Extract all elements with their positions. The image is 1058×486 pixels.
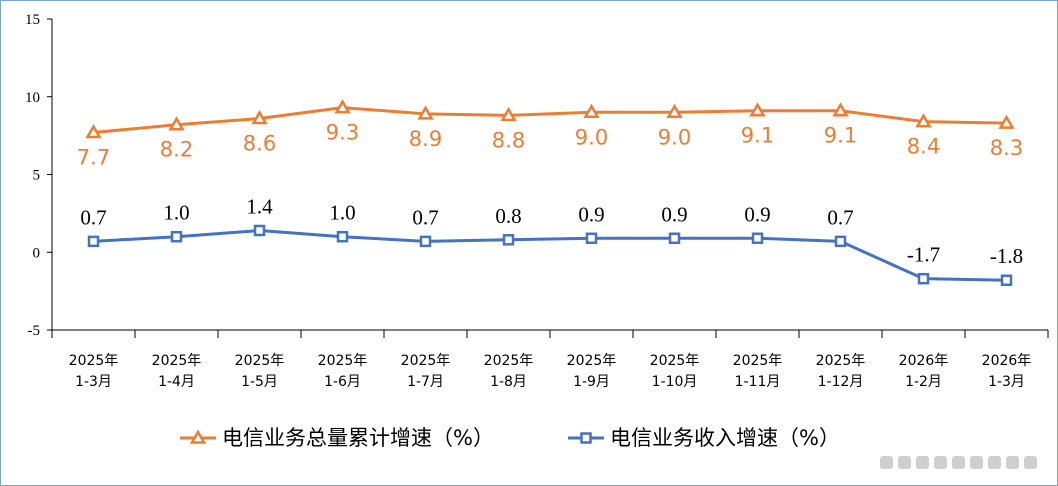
data-label: 9.1 bbox=[741, 124, 774, 148]
series-point bbox=[917, 272, 930, 285]
x-tick-label: 2025年 bbox=[484, 353, 534, 369]
y-tick-label: -5 bbox=[28, 323, 41, 339]
data-label: 0.9 bbox=[578, 202, 604, 226]
x-tick-label: 1-4月 bbox=[158, 374, 195, 390]
series-point bbox=[87, 235, 100, 248]
data-label: 8.9 bbox=[409, 127, 442, 151]
series-point bbox=[336, 230, 349, 243]
data-label: 0.9 bbox=[661, 202, 687, 226]
x-tick-label: 1-5月 bbox=[241, 374, 278, 390]
legend-label: 电信业务总量累计增速（%） bbox=[222, 426, 494, 450]
x-tick-label: 1-3月 bbox=[988, 374, 1025, 390]
data-label: 0.7 bbox=[827, 205, 853, 229]
data-label: 0.9 bbox=[744, 202, 770, 226]
x-tick-label: 2025年 bbox=[235, 353, 285, 369]
series-point bbox=[251, 110, 268, 125]
x-tick-label: 2025年 bbox=[401, 353, 451, 369]
legend-marker bbox=[189, 429, 207, 444]
y-tick-label: 5 bbox=[33, 168, 41, 184]
data-label: 1.4 bbox=[246, 194, 273, 218]
series-point bbox=[85, 123, 102, 139]
series-point bbox=[749, 102, 766, 117]
series-point bbox=[832, 102, 849, 117]
data-label: 8.4 bbox=[907, 135, 940, 159]
watermark bbox=[880, 452, 1050, 474]
data-label: 9.3 bbox=[326, 121, 359, 145]
data-label: -1.7 bbox=[907, 243, 940, 267]
data-label: 9.0 bbox=[575, 125, 608, 149]
series-point bbox=[834, 235, 847, 248]
x-tick-label: 1-8月 bbox=[490, 374, 527, 390]
series-point bbox=[502, 234, 515, 246]
series-point bbox=[253, 224, 266, 237]
series-point bbox=[583, 103, 600, 119]
data-label: 8.8 bbox=[492, 128, 525, 152]
x-tick-label: 1-12月 bbox=[818, 374, 864, 390]
series-point bbox=[500, 106, 517, 122]
data-label: 0.8 bbox=[495, 204, 521, 228]
data-label: 8.6 bbox=[243, 132, 276, 156]
x-tick-label: 2025年 bbox=[650, 353, 700, 369]
x-tick-label: 2025年 bbox=[733, 353, 783, 369]
series-point bbox=[668, 232, 681, 245]
series-point bbox=[1000, 274, 1013, 286]
legend-label: 电信业务收入增速（%） bbox=[610, 426, 840, 450]
data-label: 0.7 bbox=[412, 205, 438, 229]
data-label: 8.2 bbox=[160, 138, 193, 162]
y-tick-label: 0 bbox=[33, 245, 41, 261]
x-tick-label: 1-6月 bbox=[324, 374, 361, 390]
data-label: 9.0 bbox=[658, 125, 691, 149]
x-tick-label: 1-2月 bbox=[905, 374, 942, 390]
y-tick-label: 15 bbox=[25, 12, 40, 28]
series-point bbox=[998, 114, 1015, 129]
x-tick-label: 2025年 bbox=[816, 353, 866, 369]
series-point bbox=[419, 235, 432, 248]
x-tick-label: 2026年 bbox=[899, 353, 949, 369]
data-label: 0.7 bbox=[80, 205, 106, 229]
data-label: 8.3 bbox=[990, 136, 1023, 160]
data-label: 1.0 bbox=[329, 201, 355, 225]
x-tick-label: 1-10月 bbox=[652, 374, 698, 390]
x-tick-label: 1-9月 bbox=[573, 374, 610, 390]
x-tick-label: 1-7月 bbox=[407, 374, 444, 390]
series-point bbox=[168, 116, 185, 131]
data-label: 9.1 bbox=[824, 124, 857, 148]
legend-marker bbox=[580, 432, 592, 444]
x-tick-label: 2026年 bbox=[982, 353, 1032, 369]
data-label: -1.8 bbox=[990, 244, 1023, 268]
data-label: 1.0 bbox=[163, 201, 189, 225]
x-tick-label: 1-11月 bbox=[735, 374, 781, 390]
x-tick-label: 2025年 bbox=[318, 353, 368, 369]
series-point bbox=[751, 232, 764, 245]
y-tick-label: 10 bbox=[25, 90, 40, 106]
x-tick-label: 2025年 bbox=[69, 353, 119, 369]
series-point bbox=[915, 113, 932, 128]
series-point bbox=[585, 232, 598, 245]
data-label: 7.7 bbox=[77, 146, 110, 170]
series-point bbox=[334, 99, 351, 114]
series-line bbox=[93, 228, 1007, 282]
x-tick-label: 2025年 bbox=[567, 353, 617, 369]
series-point bbox=[417, 105, 434, 120]
series-point bbox=[666, 103, 683, 119]
series-line bbox=[93, 106, 1007, 135]
series-point bbox=[170, 230, 183, 243]
x-tick-label: 2025年 bbox=[152, 353, 202, 369]
x-tick-label: 1-3月 bbox=[75, 374, 112, 390]
